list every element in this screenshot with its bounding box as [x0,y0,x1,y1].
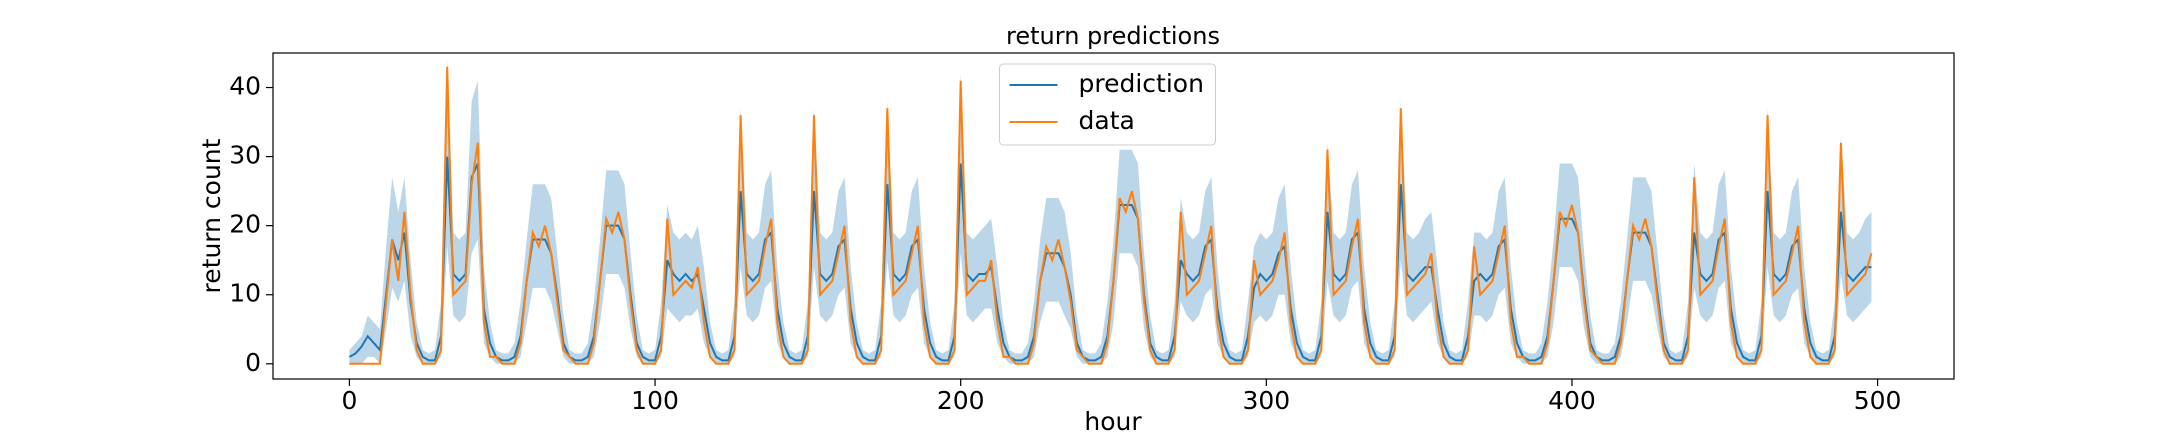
x-tick-label: 300 [1242,386,1290,415]
x-axis-label: hour [1084,407,1142,432]
legend-label: data [1079,106,1135,135]
y-tick-label: 0 [245,348,261,377]
y-tick-label: 20 [229,210,261,239]
legend: prediction data [999,63,1216,146]
series-line [349,66,1873,365]
x-tick-label: 100 [631,386,679,415]
legend-label: prediction [1079,69,1204,98]
y-tick-label: 30 [229,141,261,170]
x-tick-label: 500 [1854,386,1902,415]
x-tick-label: 200 [937,386,985,415]
y-axis-label: return count [197,138,226,293]
x-tick-label: 0 [341,386,357,415]
y-tick-label: 10 [229,279,261,308]
confidence-band [349,59,1872,364]
y-tick-label: 40 [229,72,261,101]
chart-title: return predictions [1006,22,1220,50]
plot-frame [272,52,1955,380]
x-tick-label: 400 [1548,386,1596,415]
